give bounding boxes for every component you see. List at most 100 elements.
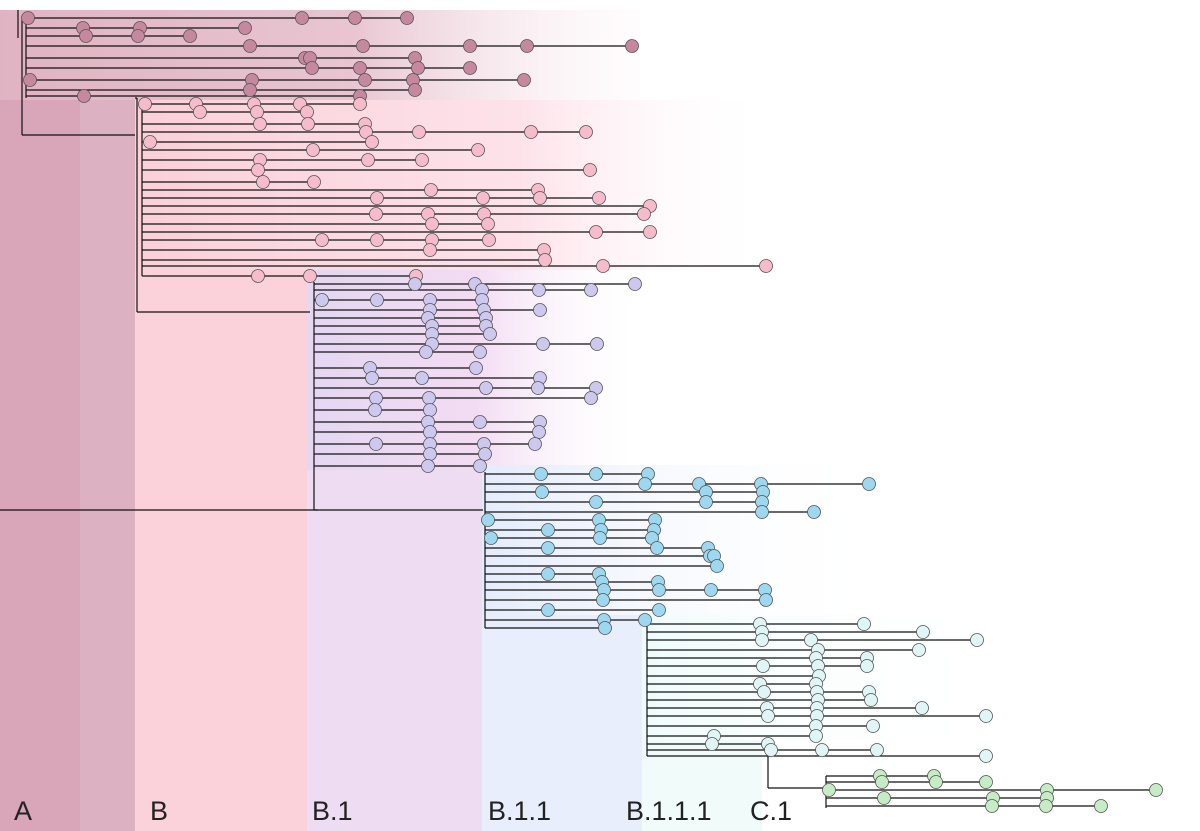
tip-node xyxy=(643,225,657,239)
tip-node xyxy=(804,633,818,647)
clade-band-b1-lower xyxy=(307,470,482,831)
tip-node xyxy=(598,621,612,635)
tip-node xyxy=(929,775,943,789)
tip-node xyxy=(476,191,490,205)
tip-node xyxy=(365,371,379,385)
tip-node xyxy=(359,125,373,139)
tip-node xyxy=(756,659,770,673)
tip-node xyxy=(348,11,362,25)
tip-node xyxy=(368,403,382,417)
tip-node xyxy=(408,83,422,97)
tip-node xyxy=(301,117,315,131)
tip-node xyxy=(699,495,713,509)
tip-node xyxy=(870,743,884,757)
tip-node xyxy=(421,459,435,473)
tip-node xyxy=(131,29,145,43)
clade-labels: A B B.1 B.1.1 B.1.1.1 C.1 xyxy=(14,796,792,826)
clade-band-b xyxy=(135,100,775,270)
tip-node xyxy=(866,719,880,733)
tip-node xyxy=(755,505,769,519)
tip-node xyxy=(482,233,496,247)
tip-node xyxy=(985,799,999,813)
tip-node xyxy=(875,775,889,789)
tip-node xyxy=(532,425,546,439)
tip-node xyxy=(77,89,91,103)
tip-node xyxy=(757,685,771,699)
tip-node xyxy=(864,693,878,707)
tip-node xyxy=(250,105,264,119)
clade-band-b-lower xyxy=(135,270,307,831)
tip-node xyxy=(408,277,422,291)
tip-node xyxy=(979,775,993,789)
tip-node xyxy=(970,633,984,647)
tip-node xyxy=(755,633,769,647)
tip-node xyxy=(369,207,383,221)
tip-node xyxy=(422,391,436,405)
tip-node xyxy=(650,541,664,555)
tip-node xyxy=(423,425,437,439)
tip-node xyxy=(652,603,666,617)
tip-node xyxy=(815,743,829,757)
tip-node xyxy=(538,253,552,267)
tip-node xyxy=(979,749,993,763)
clade-band-a xyxy=(0,10,640,100)
tip-node xyxy=(473,459,487,473)
tip-node xyxy=(361,153,375,167)
tip-node xyxy=(305,61,319,75)
tip-node xyxy=(79,29,93,43)
tip-node xyxy=(915,701,929,715)
tip-node xyxy=(625,39,639,53)
tip-node xyxy=(532,283,546,297)
tip-node xyxy=(534,467,548,481)
tip-node xyxy=(638,613,652,627)
tip-node xyxy=(253,117,267,131)
tip-node xyxy=(710,559,724,573)
clade-label-b11: B.1.1 xyxy=(488,796,551,826)
tip-node xyxy=(761,709,775,723)
tip-node xyxy=(415,153,429,167)
tip-node xyxy=(628,277,642,291)
tip-node xyxy=(979,709,993,723)
tip-node xyxy=(596,593,610,607)
clade-label-a: A xyxy=(14,796,32,826)
tip-node xyxy=(759,593,773,607)
tip-node xyxy=(411,61,425,75)
tip-node xyxy=(1094,799,1108,813)
clade-band-a-stripe xyxy=(80,100,135,831)
tip-node xyxy=(138,97,152,111)
tip-node xyxy=(541,603,555,617)
tip-node xyxy=(705,737,719,751)
tip-node xyxy=(822,783,836,797)
tip-node xyxy=(481,513,495,527)
tip-node xyxy=(358,73,372,87)
tip-node xyxy=(21,11,35,25)
tip-node xyxy=(589,495,603,509)
clade-band-b11-lower xyxy=(482,615,642,831)
tip-node xyxy=(860,659,874,673)
tip-node xyxy=(589,467,603,481)
tip-node xyxy=(143,135,157,149)
tip-node xyxy=(238,21,252,35)
tip-node xyxy=(423,447,437,461)
tip-node xyxy=(531,381,545,395)
tip-node xyxy=(583,163,597,177)
tip-node xyxy=(484,531,498,545)
tip-node xyxy=(1039,799,1053,813)
tip-node xyxy=(471,143,485,157)
tip-node xyxy=(541,567,555,581)
tip-node xyxy=(23,73,37,87)
tip-node xyxy=(369,437,383,451)
tip-node xyxy=(306,143,320,157)
tip-node xyxy=(251,163,265,177)
tip-node xyxy=(592,191,606,205)
tip-node xyxy=(478,447,492,461)
tip-node xyxy=(243,39,257,53)
tip-node xyxy=(528,437,542,451)
tip-node xyxy=(423,403,437,417)
tip-node xyxy=(183,29,197,43)
tip-node xyxy=(353,97,367,111)
tip-node xyxy=(809,729,823,743)
tip-node xyxy=(916,625,930,639)
tip-node xyxy=(704,583,718,597)
